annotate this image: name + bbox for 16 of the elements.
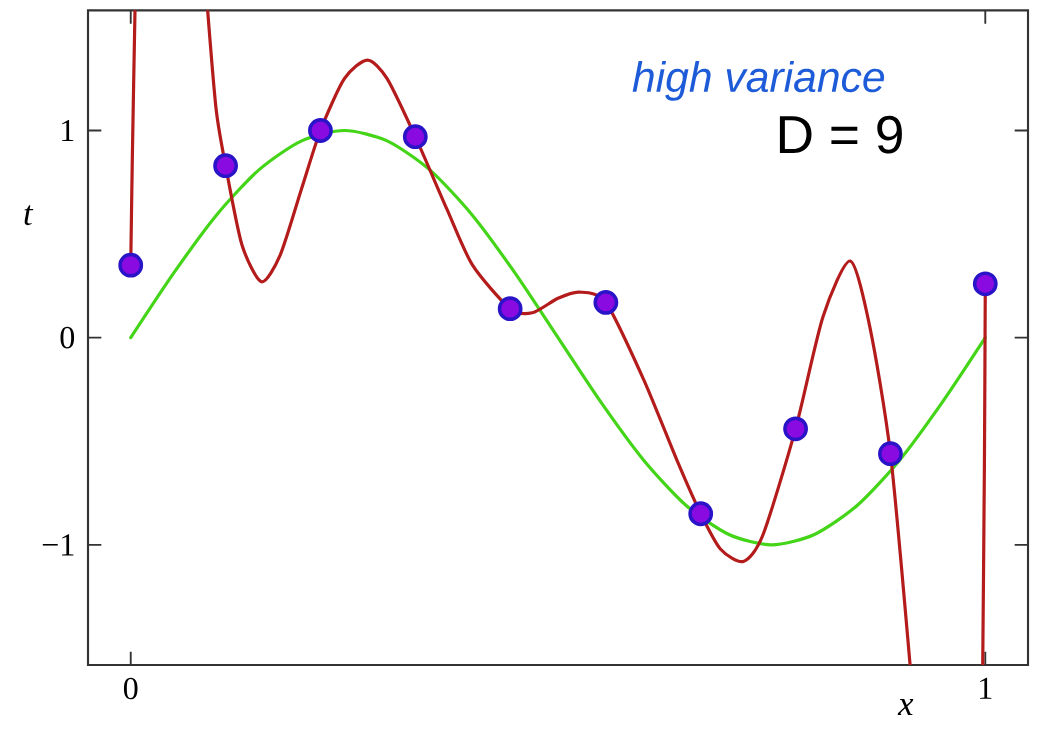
annotation: high variance bbox=[632, 60, 885, 101]
point bbox=[593, 290, 619, 315]
x-axis-title: x bbox=[897, 699, 914, 715]
point bbox=[497, 296, 523, 322]
point bbox=[878, 441, 903, 467]
y-tick-label: −1 bbox=[42, 534, 74, 556]
y-tick-label: 0 bbox=[60, 326, 75, 349]
annotation: D = 9 bbox=[779, 115, 902, 154]
point bbox=[783, 416, 808, 442]
y-tick-label: 1 bbox=[62, 119, 74, 142]
point bbox=[308, 118, 333, 143]
point bbox=[688, 501, 714, 527]
point bbox=[402, 124, 428, 150]
point bbox=[118, 252, 144, 278]
point bbox=[213, 153, 238, 179]
y-axis-title: t bbox=[24, 205, 34, 226]
